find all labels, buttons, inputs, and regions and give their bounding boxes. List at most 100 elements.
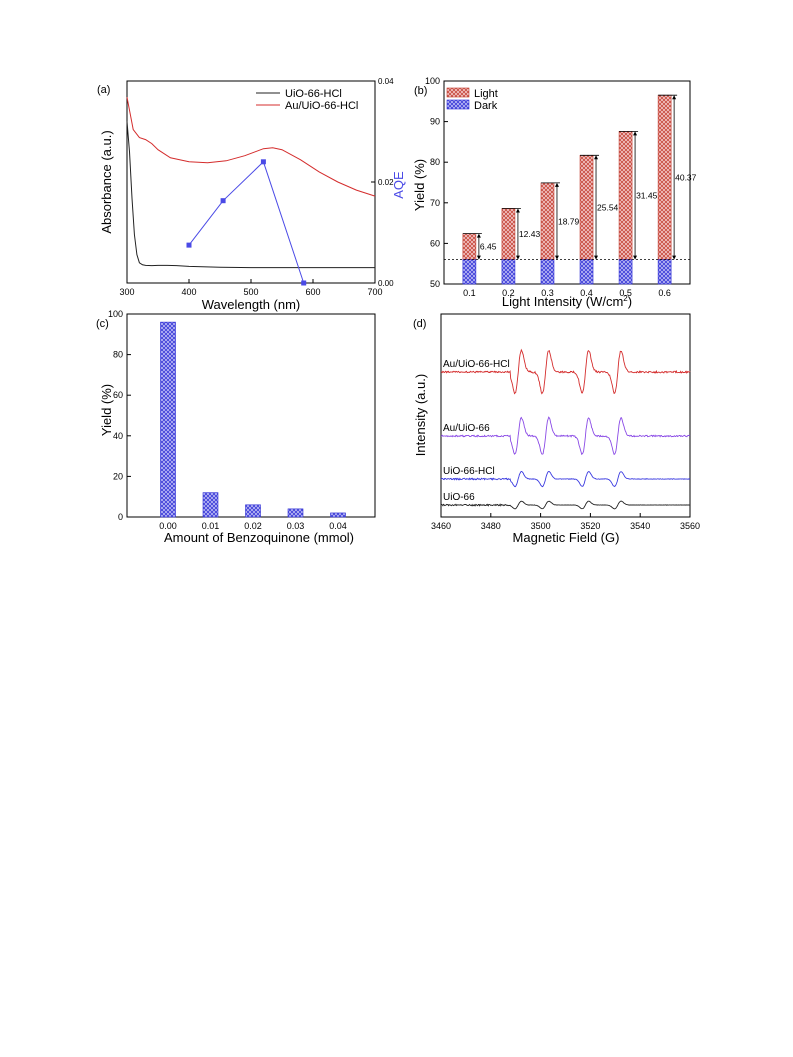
panel-a-x-axis-label: Wavelength (nm): [202, 297, 301, 312]
panel-a-y2-tick-label: 0.04: [378, 77, 394, 86]
panel-d-spectrum-au-uio-66: [440, 416, 691, 456]
panel-c-y-tick-label: 20: [113, 471, 123, 481]
panel-b-difference-label: 18.79: [558, 216, 580, 226]
legend-swatch-light: [446, 87, 470, 98]
panel-c-y-tick-label: 40: [113, 431, 123, 441]
panel-b-bar-light: [657, 94, 672, 260]
panel-b-bar-dark: [657, 259, 672, 285]
panel-b-frame: [443, 80, 691, 285]
panel-a-y2-tick-label: 0.02: [378, 178, 394, 187]
panel-b-difference-label: 25.54: [597, 202, 619, 212]
panel-a-absorbance-aqe-chart: (a) 300 400 500 600 700 0.00 0.02 0.04 Wavelen…: [97, 77, 406, 312]
panel-a-series-au-uio-66-hcl: [126, 97, 376, 197]
panel-b-yield-bar-chart: (b) 50 60 70 80 90 100 0.1 0.2 0.3 0.4 0.5 0.6 6.4…: [412, 76, 697, 309]
panel-b-y-tick-label: 50: [430, 279, 440, 289]
panel-d-x-axis-label: Magnetic Field (G): [513, 530, 620, 545]
panel-b-bar-dark: [462, 259, 477, 285]
panel-b-bar-dark: [579, 259, 594, 285]
panel-c-y-tick-label: 60: [113, 390, 123, 400]
legend-label-uio-66-hcl: UiO-66-HCl: [285, 88, 342, 100]
panel-b-x-tick-label: 0.5: [619, 288, 632, 298]
panel-a-aqe-point: [260, 159, 266, 165]
panel-a-series: [126, 97, 376, 286]
panel-c-benzoquinone-bar-chart: (c) 0 20 40 60 80 100 0.00 0.01 0.02 0.03 0.04 Yi…: [96, 309, 376, 545]
panel-b-legend: Light Dark: [446, 87, 498, 112]
panel-d-x-tick-label: 3540: [630, 521, 650, 531]
panel-d-epr-spectra-chart: (d) 3460 3480 3500 3520 3540 3560 Au/UiO-66-H…: [413, 313, 700, 545]
panel-b-bar-light: [462, 233, 477, 260]
panel-d-series-label-au-uio-66-hcl: Au/UiO-66-HCl: [443, 359, 510, 370]
panel-d-y-axis-label: Intensity (a.u.): [413, 374, 428, 456]
panel-b-difference-label: 31.45: [636, 190, 658, 200]
legend-label-au-uio-66-hcl: Au/UiO-66-HCl: [285, 100, 358, 112]
panel-d-x-tick-label: 3500: [531, 521, 551, 531]
panel-a-y2-axis-label: AQE: [391, 171, 406, 199]
panel-c-x-axis-label: Amount of Benzoquinone (mmol): [164, 530, 354, 545]
panel-d-series: Au/UiO-66-HCl Au/UiO-66 UiO-66-HCl UiO-66: [440, 348, 691, 510]
panel-c-bar: [245, 504, 261, 518]
panel-b-x-tick-label: 0.6: [658, 288, 671, 298]
panel-d-x-tick-label: 3460: [431, 521, 451, 531]
panel-a-aqe-point: [186, 242, 192, 248]
panel-b-difference-label: 40.37: [675, 172, 697, 182]
panel-b-difference-label: 6.45: [480, 242, 497, 252]
panel-d-x-ticks: 3460 3480 3500 3520 3540 3560: [431, 513, 700, 531]
panel-b-bar-dark: [618, 259, 633, 285]
panel-c-y-axis-label: Yield (%): [99, 384, 114, 436]
panel-b-x-tick-label: 0.2: [502, 288, 515, 298]
panel-a-x-tick-label: 500: [243, 287, 258, 297]
panel-d-spectrum-uio-66-hcl: [440, 471, 691, 488]
panel-b-x-tick-label: 0.4: [580, 288, 593, 298]
panel-b-x-tick-label: 0.3: [541, 288, 554, 298]
panel-c-x-tick-label: 0.01: [202, 521, 220, 531]
panel-c-bar: [287, 508, 304, 518]
panel-a-series-uio-66-hcl: [126, 121, 375, 269]
panel-b-arrowhead-down: [515, 255, 520, 260]
panel-a-x-tick-label: 600: [305, 287, 320, 297]
panel-b-arrowhead-up: [515, 208, 520, 213]
panel-b-arrowhead-up: [594, 155, 599, 160]
panel-b-y-tick-label: 90: [430, 117, 440, 127]
panel-b-bar-light: [501, 208, 516, 260]
panel-a-series-aqe: [188, 160, 305, 284]
panel-d-series-label-uio-66: UiO-66: [443, 492, 475, 503]
panel-c-y-tick-label: 0: [118, 512, 123, 522]
panel-c-x-tick-label: 0.00: [159, 521, 177, 531]
panel-b-arrowhead-up: [554, 182, 559, 187]
panel-b-bars: 6.45 12.43 18.79 25.54 31.45 40.37: [444, 94, 697, 285]
panel-b-y-tick-label: 80: [430, 157, 440, 167]
panel-a-x-ticks: 300 400 500 600 700: [119, 279, 383, 297]
panel-b-bar-dark: [540, 259, 555, 285]
panel-b-label: (b): [414, 85, 427, 97]
panel-c-x-tick-label: 0.04: [329, 521, 347, 531]
panel-b-arrowhead-up: [476, 233, 481, 238]
panel-d-x-tick-label: 3560: [680, 521, 700, 531]
panel-b-x-axis-label: Light Intensity (W/cm2): [502, 294, 632, 309]
panel-a-legend: UiO-66-HCl Au/UiO-66-HCl: [256, 88, 358, 112]
panel-b-y-axis-label: Yield (%): [412, 159, 427, 211]
panel-b-arrowhead-up: [633, 131, 638, 136]
panel-d-series-label-au-uio-66: Au/UiO-66: [443, 423, 490, 434]
panel-a-x-tick-label: 400: [181, 287, 196, 297]
panel-d-series-label-uio-66-hcl: UiO-66-HCl: [443, 466, 495, 477]
panel-b-arrowhead-down: [672, 255, 677, 260]
panel-c-bar: [160, 321, 176, 518]
panel-c-label: (c): [96, 318, 109, 330]
panel-c-y-tick-label: 100: [108, 309, 123, 319]
panel-b-bar-light: [579, 154, 594, 260]
legend-label-dark: Dark: [474, 100, 498, 112]
legend-label-light: Light: [474, 88, 498, 100]
panel-d-label: (d): [413, 318, 426, 330]
panel-c-bar: [330, 512, 346, 518]
panel-a-label: (a): [97, 84, 110, 96]
panel-a-aqe-point: [301, 280, 307, 286]
panel-b-arrowhead-up: [672, 95, 677, 100]
panel-c-bar: [202, 492, 219, 518]
panel-a-x-tick-label: 300: [119, 287, 134, 297]
panel-d-frame: [440, 313, 691, 518]
panel-d-spectrum-uio-66: [440, 500, 691, 510]
panel-d-spectrum-au-uio-66-hcl: [441, 348, 691, 395]
panel-b-y-ticks: 50 60 70 80 90 100: [425, 76, 448, 289]
panel-b-x-tick-label: 0.1: [463, 288, 476, 298]
